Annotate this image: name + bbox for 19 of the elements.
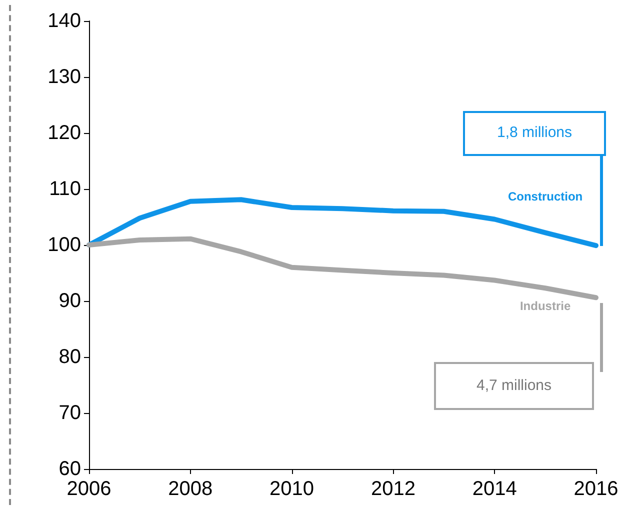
x-tick-label: 2016 bbox=[574, 478, 618, 500]
y-tick-label: 90 bbox=[58, 290, 81, 312]
y-tick-label: 80 bbox=[58, 346, 81, 368]
x-tick-label: 2012 bbox=[370, 478, 416, 500]
y-tick-label: 70 bbox=[58, 402, 81, 424]
series-label: Construction bbox=[508, 190, 583, 204]
y-tick-label: 60 bbox=[58, 458, 81, 480]
series-label: Industrie bbox=[520, 299, 571, 314]
x-tick-label: 2006 bbox=[66, 478, 112, 500]
y-tick-label: 110 bbox=[49, 178, 81, 200]
y-tick-label: 120 bbox=[48, 122, 81, 144]
y-tick-label: 100 bbox=[48, 234, 81, 256]
x-tick-label: 2014 bbox=[472, 478, 517, 500]
annotation: 1,8 millions bbox=[496, 124, 574, 142]
annotation: 4,7 millions bbox=[475, 376, 553, 394]
y-tick-label: 130 bbox=[48, 66, 81, 88]
x-tick-label: 2008 bbox=[168, 478, 213, 500]
y-tick-label: 140 bbox=[48, 10, 81, 32]
x-tick-label: 2010 bbox=[270, 478, 314, 500]
